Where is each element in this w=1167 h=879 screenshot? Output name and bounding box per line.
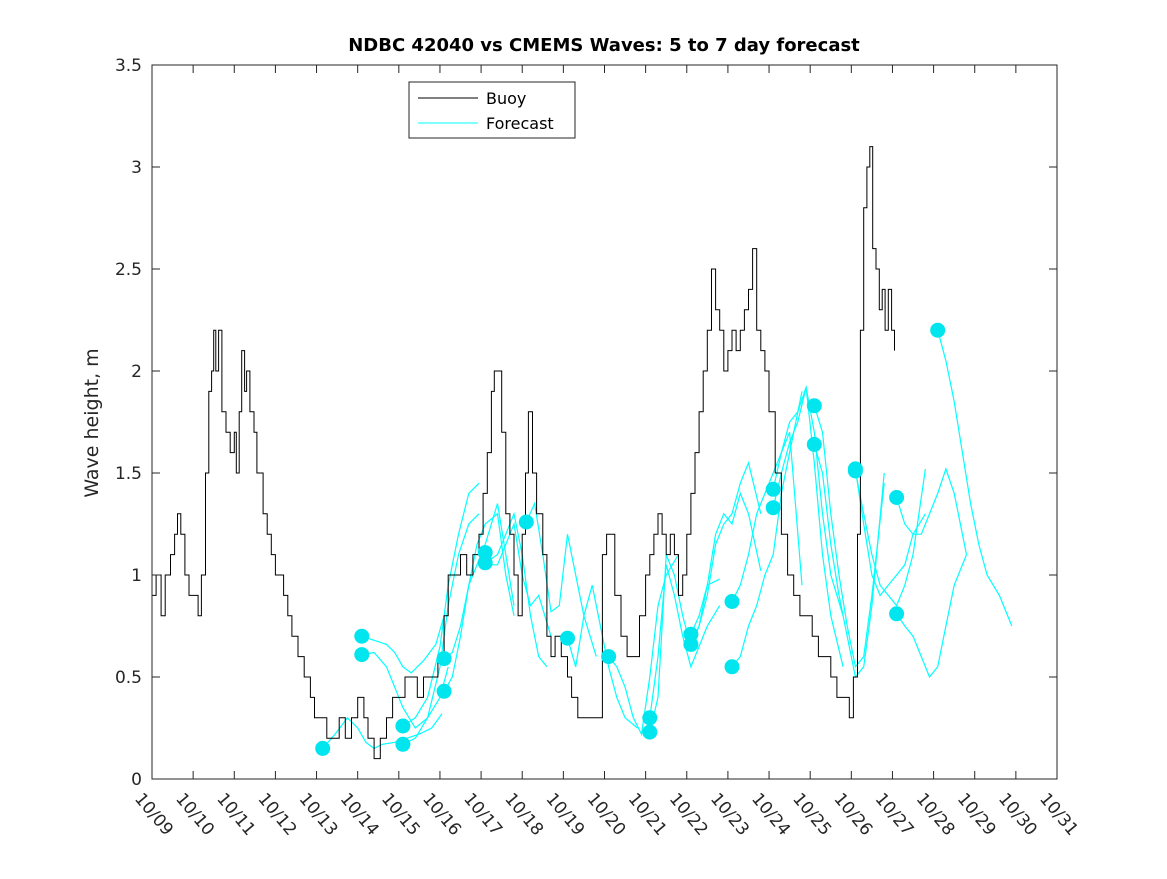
forecast-start-marker [847, 461, 863, 477]
forecast-start-marker [642, 724, 658, 740]
y-tick-label: 2.5 [115, 260, 142, 280]
forecast-start-marker [724, 659, 740, 675]
y-tick-label: 3 [131, 158, 142, 178]
legend-buoy-label: Buoy [486, 89, 526, 108]
forecast-line [484, 511, 548, 668]
forecast-start-marker [436, 683, 452, 699]
forecast-line [854, 468, 926, 607]
legend: Buoy Forecast [408, 81, 576, 139]
forecast-line [896, 554, 968, 679]
forecast-line [361, 651, 449, 729]
ticks-layer [151, 64, 1058, 780]
forecast-start-marker [765, 500, 781, 516]
forecast-line [854, 468, 926, 597]
forecast-line [443, 512, 515, 660]
forecast-start-marker [560, 630, 575, 646]
forecast-line [813, 405, 885, 669]
forecast-line [731, 391, 803, 668]
forecast-start-marker [354, 628, 370, 644]
forecast-start-marker [395, 718, 411, 734]
forecast-line [525, 501, 597, 657]
forecast-line [813, 444, 885, 679]
y-axis-label: Wave height, m [81, 348, 103, 497]
forecast-line [731, 431, 803, 602]
forecast-line [772, 387, 844, 667]
y-tick-label: 1 [131, 566, 142, 586]
forecast-start-marker [642, 710, 658, 726]
y-tick-label: 0.5 [115, 668, 142, 688]
forecast-line [608, 554, 680, 737]
forecast-start-marker [889, 490, 905, 505]
forecast-start-marker [315, 740, 331, 756]
forecast-line [690, 491, 762, 635]
forecast-start-marker [889, 606, 905, 622]
y-tick-label: 1.5 [115, 464, 142, 484]
y-tick-labels: 0 0.5 1 1.5 2 2.5 3 3.5 [115, 56, 142, 790]
forecast-start-marker [930, 322, 946, 338]
forecast-start-marker [354, 647, 370, 663]
buoy-line [152, 146, 895, 760]
legend-box [408, 81, 576, 139]
forecast-start-marker [765, 481, 781, 497]
forecast-start-marker [806, 398, 822, 414]
forecast-start-marker [683, 636, 699, 652]
forecast-line [361, 615, 445, 674]
legend-forecast-label: Forecast [486, 114, 554, 133]
forecast-line [896, 467, 968, 555]
forecast-line [485, 521, 552, 637]
plot-area [152, 65, 1057, 779]
forecast-start-marker [601, 649, 617, 665]
forecast-start-marker [518, 514, 534, 530]
forecast-start-marker [436, 651, 452, 667]
forecast-line [566, 585, 638, 729]
forecast-line [937, 330, 1013, 627]
forecast-line [690, 460, 762, 645]
y-tick-label: 3.5 [115, 56, 142, 76]
y-tick-label: 0 [131, 770, 142, 790]
forecast-line [443, 503, 515, 692]
series-layer [152, 146, 1013, 760]
chart-title: NDBC 42040 vs CMEMS Waves: 5 to 7 day fo… [348, 35, 860, 56]
forecast-start-marker [806, 436, 822, 452]
forecast-line [649, 564, 721, 718]
forecast-start-marker [477, 555, 493, 571]
forecast-start-marker [395, 736, 411, 752]
y-tick-label: 2 [131, 362, 142, 382]
forecast-start-marker [724, 594, 740, 609]
forecast-line [649, 554, 720, 733]
